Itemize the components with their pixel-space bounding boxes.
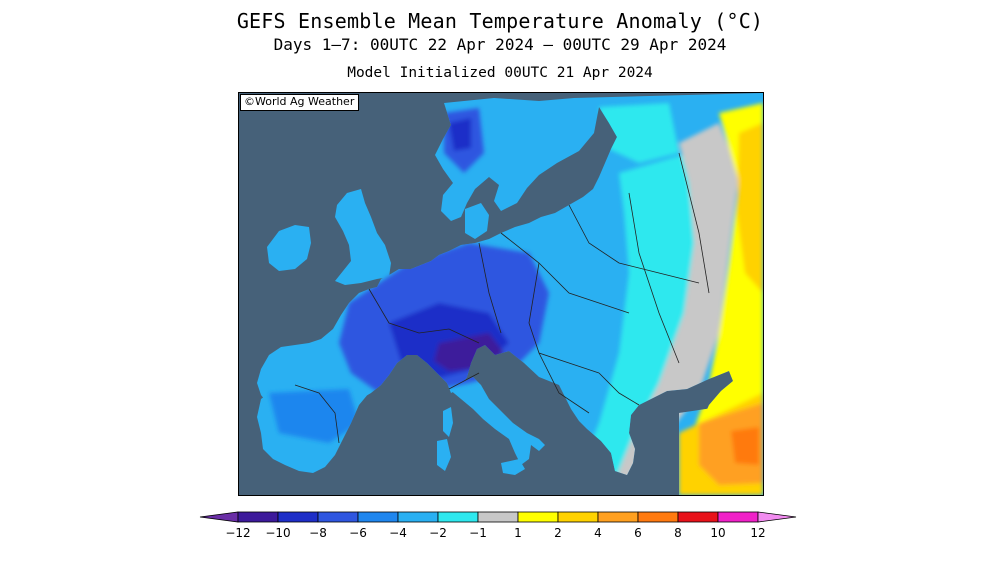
colorbar-bin [357, 511, 399, 523]
map-title: GEFS Ensemble Mean Temperature Anomaly (… [236, 9, 764, 33]
colorbar [199, 511, 797, 523]
colorbar-tick-label: −1 [469, 526, 487, 540]
colorbar-bin [597, 511, 639, 523]
colorbar-tick-label: −8 [309, 526, 327, 540]
colorbar-bin [637, 511, 679, 523]
colorbar-bin [277, 511, 319, 523]
colorbar-tick-label: 6 [634, 526, 642, 540]
colorbar-bin [317, 511, 359, 523]
colorbar-bin [517, 511, 559, 523]
colorbar-bin [437, 511, 479, 523]
colorbar-tick-label: 2 [554, 526, 562, 540]
colorbar-tick-label: 4 [594, 526, 602, 540]
model-init-text: Model Initialized 00UTC 21 Apr 2024 [347, 65, 653, 81]
colorbar-tick-label: −10 [265, 526, 291, 540]
colorbar-bin [557, 511, 599, 523]
colorbar-tick-label: 1 [514, 526, 522, 540]
colorbar-bin [757, 511, 797, 523]
colorbar-bin [717, 511, 759, 523]
credit-label: ©World Ag Weather [240, 94, 360, 111]
colorbar-tick-label: 10 [710, 526, 726, 540]
map-subtitle: Days 1–7: 00UTC 22 Apr 2024 – 00UTC 29 A… [273, 35, 727, 54]
colorbar-tick-label: −4 [389, 526, 407, 540]
colorbar-bin [677, 511, 719, 523]
country-borders [294, 152, 710, 444]
colorbar-tick-label: −6 [349, 526, 367, 540]
colorbar-tick-label: −2 [429, 526, 447, 540]
map-panel: ©World Ag Weather [238, 92, 764, 496]
colorbar-bin [477, 511, 519, 523]
colorbar-bin [237, 511, 279, 523]
colorbar-tick-label: −12 [225, 526, 251, 540]
europe-anomaly-map [239, 93, 763, 495]
colorbar-tick-label: 8 [674, 526, 682, 540]
colorbar-tick-label: 12 [750, 526, 766, 540]
colorbar-bin [397, 511, 439, 523]
colorbar-bin [199, 511, 239, 523]
